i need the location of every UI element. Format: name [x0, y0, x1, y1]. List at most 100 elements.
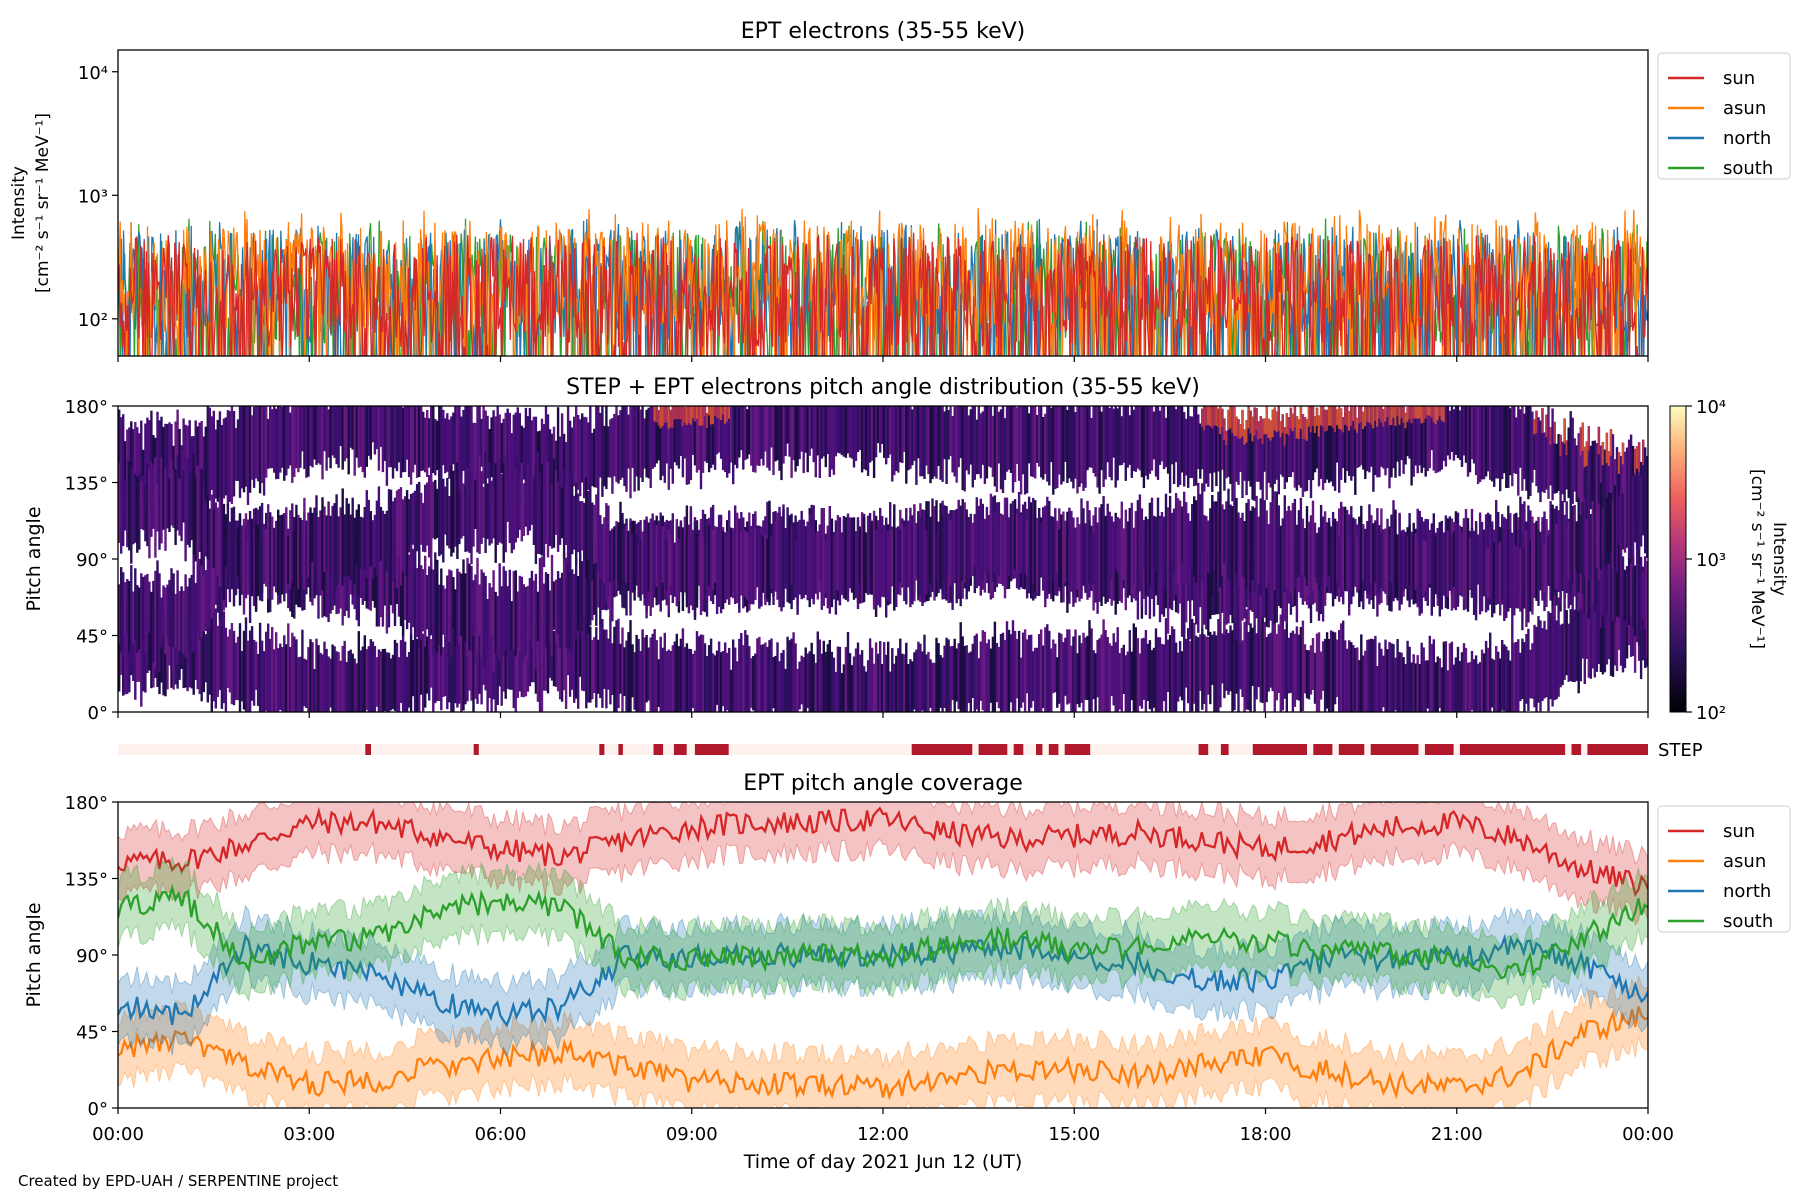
- heatmap-cell: [1527, 406, 1530, 500]
- heatmap-cell: [1611, 434, 1615, 521]
- heatmap-cell: [623, 528, 626, 578]
- heatmap-cell-high: [1434, 406, 1437, 424]
- heatmap-cell: [1553, 599, 1556, 701]
- heatmap-cell: [432, 621, 435, 712]
- heatmap-cell: [1448, 643, 1452, 712]
- heatmap-cell: [1076, 653, 1079, 705]
- heatmap-cell: [969, 651, 972, 712]
- heatmap-cell: [1551, 604, 1554, 707]
- heatmap-cell: [629, 518, 632, 616]
- heatmap-cell: [1040, 406, 1043, 478]
- heatmap-cell: [162, 599, 165, 696]
- heatmap-cell: [238, 513, 242, 606]
- heatmap-cell: [1183, 491, 1186, 584]
- heatmap-cell: [254, 406, 258, 479]
- heatmap-cell: [1275, 411, 1278, 480]
- heatmap-cell: [1056, 520, 1059, 574]
- heatmap-cell-high: [1255, 408, 1258, 431]
- heatmap-cell: [1448, 410, 1452, 460]
- heatmap-cell: [1104, 630, 1107, 712]
- heatmap-cell: [289, 510, 292, 589]
- heatmap-cell: [1591, 501, 1594, 560]
- heatmap-cell: [554, 579, 558, 644]
- heatmap-cell: [1013, 630, 1017, 712]
- heatmap-cell: [691, 529, 695, 610]
- heatmap-cell: [1513, 544, 1516, 616]
- heatmap-cell: [405, 656, 409, 712]
- heatmap-cell: [947, 639, 950, 712]
- heatmap-cell: [409, 632, 413, 712]
- heatmap-cell-high: [1247, 406, 1250, 429]
- heatmap-cell-high: [1229, 406, 1232, 429]
- heatmap-cell: [1404, 536, 1407, 589]
- heatmap-cell: [707, 645, 711, 712]
- heatmap-cell: [1271, 409, 1274, 502]
- heatmap-cell: [1472, 406, 1476, 464]
- heatmap-cell: [309, 507, 312, 598]
- heatmap-cell: [512, 454, 515, 550]
- heatmap-cell: [877, 520, 880, 606]
- heatmap-cell: [788, 640, 791, 712]
- heatmap-cell: [1408, 646, 1411, 712]
- heatmap-cell: [1281, 518, 1284, 587]
- heatmap-cell: [1277, 406, 1280, 495]
- heatmap-cell: [271, 627, 274, 712]
- heatmap-cell: [877, 406, 880, 444]
- heatmap-cell: [609, 419, 612, 478]
- heatmap-cell: [1201, 626, 1204, 710]
- heatmap-cell: [238, 623, 242, 712]
- heatmap-cell-high: [713, 406, 717, 416]
- heatmap-cell: [134, 568, 137, 640]
- heatmap-cell: [1587, 486, 1590, 580]
- heatmap-cell: [1484, 640, 1488, 712]
- heatmap-cell-high: [715, 406, 719, 418]
- heatmap-cell: [174, 469, 177, 545]
- heatmap-cell-high: [1356, 417, 1359, 433]
- heatmap-cell: [126, 458, 129, 548]
- heatmap-cell: [585, 615, 588, 709]
- heatmap-cell: [909, 406, 912, 469]
- heatmap-cell: [450, 570, 453, 658]
- heatmap-cell: [442, 478, 445, 563]
- heatmap-cell: [566, 622, 570, 676]
- coverage-line-south: [118, 883, 1648, 980]
- heatmap-cell: [1269, 502, 1272, 600]
- heatmap-cell: [1360, 505, 1363, 602]
- heatmap-cell: [156, 411, 159, 508]
- heatmap-cell: [889, 530, 892, 604]
- heatmap-cell: [1380, 648, 1383, 712]
- heatmap-cell: [1313, 416, 1317, 473]
- heatmap-cell: [691, 406, 695, 455]
- heatmap-cell: [589, 484, 592, 569]
- heatmap-cell: [874, 406, 878, 458]
- heatmap-cell: [424, 625, 427, 708]
- heatmap-cell: [1593, 499, 1596, 561]
- heatmap-cell: [1187, 628, 1190, 704]
- panel4-ylabel: Pitch angle: [23, 902, 45, 1007]
- heatmap-cell: [158, 573, 161, 672]
- heatmap-cell: [1398, 406, 1401, 477]
- heatmap-cell: [1529, 539, 1532, 612]
- heatmap-cell: [1233, 406, 1236, 506]
- heatmap-cell: [1521, 406, 1524, 491]
- heatmap-cell: [583, 615, 586, 692]
- heatmap-cell: [740, 532, 743, 595]
- heatmap-cell: [1519, 409, 1522, 468]
- heatmap-cell: [434, 638, 437, 704]
- heatmap-cell: [1267, 634, 1270, 692]
- heatmap-cell-high: [683, 407, 687, 423]
- heatmap-cell: [742, 406, 745, 470]
- heatmap-cell-high: [719, 406, 723, 421]
- heatmap-cell: [339, 406, 342, 447]
- heatmap-cell-high: [1321, 406, 1325, 427]
- heatmap-cell: [1344, 640, 1347, 712]
- heatmap-cell: [752, 514, 755, 605]
- legend-label-asun: asun: [1723, 851, 1766, 872]
- heatmap-cell: [703, 643, 707, 712]
- heatmap-cell: [573, 416, 576, 487]
- heatmap-cell: [385, 406, 389, 486]
- step-label: STEP: [1658, 740, 1703, 761]
- heatmap-cell: [796, 668, 799, 712]
- heatmap-cell: [957, 643, 960, 710]
- heatmap-cell: [1474, 655, 1478, 712]
